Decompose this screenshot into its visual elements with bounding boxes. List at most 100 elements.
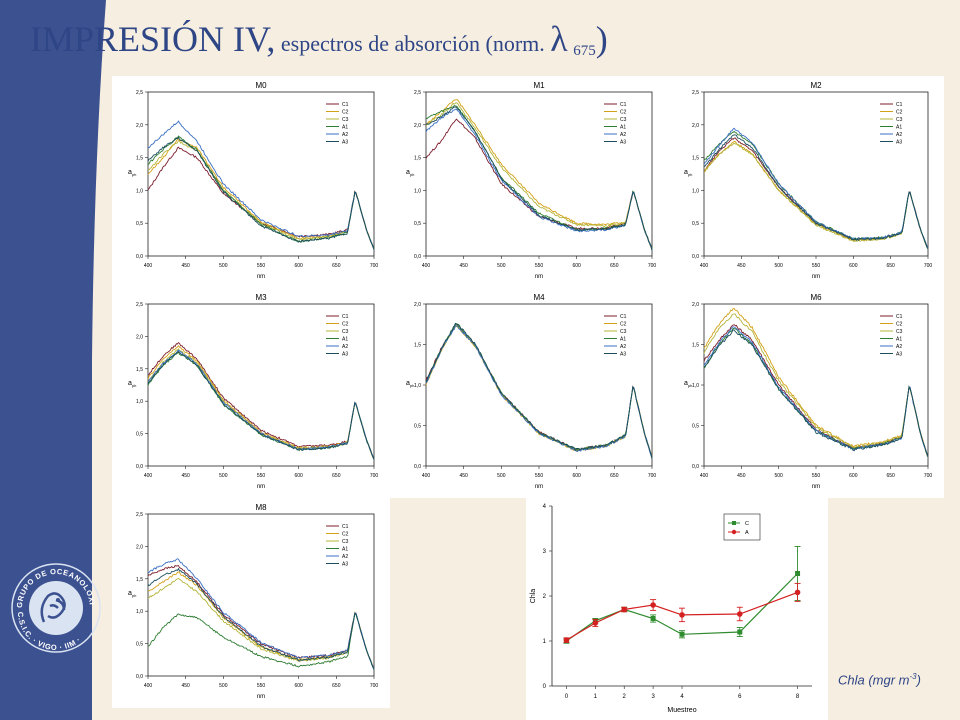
- chart-svg: 0 1 2 3 4 6 8 0 1 2 3 4 Muestreo Chla CA: [530, 504, 812, 714]
- y-axis-label-sub: ph: [132, 593, 136, 598]
- legend-label: A2: [896, 132, 902, 138]
- x-tick-label: 450: [737, 473, 746, 479]
- legend-label: A1: [896, 337, 902, 343]
- y-tick-label: 1,0: [414, 188, 421, 194]
- y-tick-label: 1,0: [136, 609, 143, 615]
- chart-title: M6: [810, 293, 822, 302]
- chart-svg: M1 400 450 500 550 600 650 700 0,0 0,5 1,0 1,5 2,0 2,…: [406, 81, 657, 280]
- series-line-c2: [147, 137, 375, 250]
- chart-title: M0: [255, 81, 267, 90]
- spectrum-chart-m0: M0 400 450 500 550 600 650 700 0,0 0,5 1,0 1,5 2,0 2,…: [112, 76, 390, 288]
- legend-label: A1: [620, 337, 626, 343]
- y-tick-label: 1,5: [136, 156, 143, 162]
- x-tick-label: 450: [181, 683, 190, 689]
- x-tick-label: 450: [737, 263, 746, 269]
- series-line-c1: [147, 341, 375, 460]
- legend-label: A3: [342, 140, 348, 146]
- legend-label: C: [745, 521, 749, 527]
- y-axis-label-sub: ph: [132, 383, 136, 388]
- x-tick-label: 2: [623, 694, 627, 700]
- x-tick-label: 400: [422, 263, 431, 269]
- y-tick-label: 2,0: [692, 302, 699, 308]
- x-tick-label: 700: [648, 263, 657, 269]
- oceanography-group-logo: GRUPO DE OCEANOLOXIA C.S.I.C. · VIGO · I…: [8, 560, 101, 653]
- x-tick-label: 600: [572, 263, 581, 269]
- x-tick-label: 4: [680, 694, 684, 700]
- y-tick-label: 1,0: [692, 188, 699, 194]
- legend-label: C3: [342, 539, 349, 545]
- band-curve-decoration: [0, 0, 106, 720]
- y-tick-label: 2,0: [414, 123, 421, 129]
- x-tick-label: 500: [219, 263, 228, 269]
- x-tick-label: 600: [294, 473, 303, 479]
- y-axis-label: Chla: [530, 589, 537, 604]
- x-tick-label: 550: [257, 473, 266, 479]
- y-tick-label: 0,0: [136, 674, 143, 680]
- data-point-c: [795, 571, 801, 576]
- chart-svg: M8 400 450 500 550 600 650 700 0,0 0,5 1,0 1,5 2,0 2,…: [128, 503, 378, 700]
- x-tick-label: 600: [849, 473, 858, 479]
- x-tick-label: 650: [332, 683, 341, 689]
- y-axis-label: aph: [128, 169, 136, 177]
- chart-title: M2: [810, 81, 822, 90]
- y-tick-label: 2,0: [136, 544, 143, 550]
- data-point-c: [679, 631, 685, 637]
- legend-label: C2: [620, 110, 627, 116]
- series-line-a3: [703, 134, 929, 250]
- legend-label: C3: [896, 117, 903, 123]
- y-tick-label: 4: [543, 504, 547, 510]
- data-point-a: [592, 620, 599, 626]
- x-tick-label: 650: [886, 263, 895, 269]
- y-tick-label: 1,0: [692, 383, 699, 389]
- series-line-a2: [147, 120, 375, 250]
- legend-label: C1: [342, 314, 349, 320]
- y-tick-label: 2,5: [136, 512, 143, 518]
- y-tick-label: 2,0: [692, 123, 699, 129]
- title-main: IMPRESIÓN IV,: [30, 19, 276, 59]
- x-axis-label: nm: [812, 484, 820, 490]
- chart-title: M4: [533, 293, 545, 302]
- title-rest: espectros de absorción (norm.: [280, 31, 545, 56]
- data-point-a: [563, 637, 570, 643]
- y-tick-label: 1,0: [136, 399, 143, 405]
- x-tick-label: 650: [610, 263, 619, 269]
- x-tick-label: 550: [257, 683, 266, 689]
- y-tick-label: 1,0: [414, 383, 421, 389]
- x-tick-label: 700: [370, 473, 379, 479]
- x-tick-label: 450: [181, 263, 190, 269]
- legend-marker: [732, 521, 736, 525]
- x-axis-label: Muestreo: [667, 707, 696, 714]
- series-line-a1: [703, 130, 929, 250]
- series-line-a2: [703, 127, 929, 249]
- x-tick-label: 600: [849, 263, 858, 269]
- y-tick-label: 1,5: [692, 156, 699, 162]
- series-line-a1: [425, 323, 653, 459]
- legend-label: A1: [342, 337, 348, 343]
- data-point-c: [737, 629, 743, 635]
- series-line-c2: [703, 140, 929, 249]
- data-point-a: [679, 612, 685, 618]
- title-close: ): [595, 19, 608, 59]
- spectrum-chart-m2: M2 400 450 500 550 600 650 700 0,0 0,5 1,0 1,5 2,0 2,…: [668, 76, 944, 288]
- y-tick-label: 1,5: [692, 343, 699, 349]
- series-line-a3: [425, 106, 653, 251]
- series-line-a2: [703, 326, 929, 458]
- y-tick-label: 2,5: [692, 90, 699, 96]
- slide-title: IMPRESIÓN IV, espectros de absorción (no…: [30, 18, 608, 60]
- x-tick-label: 400: [422, 473, 431, 479]
- legend-label: C1: [342, 524, 349, 530]
- x-tick-label: 400: [144, 683, 153, 689]
- y-axis-label-sub: ph: [688, 172, 692, 177]
- chart-title: M8: [255, 503, 267, 512]
- x-tick-label: 450: [459, 263, 468, 269]
- y-tick-label: 0,5: [414, 221, 421, 227]
- series-line-a3: [147, 350, 375, 460]
- legend-label: A3: [620, 352, 626, 358]
- legend-label: A3: [342, 352, 348, 358]
- x-tick-label: 500: [497, 263, 506, 269]
- legend-label: A1: [896, 125, 902, 131]
- data-point-a: [794, 589, 801, 596]
- x-tick-label: 500: [497, 473, 506, 479]
- y-axis-label: aph: [684, 169, 692, 177]
- legend-label: A3: [896, 352, 902, 358]
